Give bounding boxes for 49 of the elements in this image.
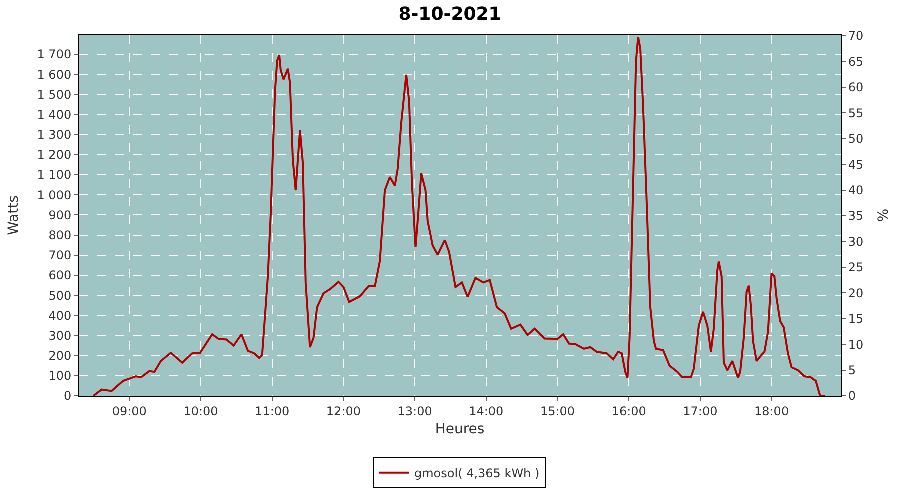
y2-axis-title: % (876, 208, 892, 222)
y2-tick-label: 25 (848, 260, 864, 275)
y2-tick-label: 45 (848, 158, 864, 172)
x-tick-label: 18:00 (754, 404, 790, 418)
y-tick-label: 1 600 (37, 68, 72, 82)
x-tick-label: 17:00 (683, 404, 718, 418)
y-tick-label: 800 (48, 228, 72, 242)
y2-tick-label: 40 (848, 184, 864, 198)
chart-title: 8-10-2021 (398, 4, 502, 26)
y-tick-label: 1 700 (37, 48, 72, 62)
line-series (92, 36, 826, 396)
y-tick-label: 100 (48, 369, 72, 384)
y-tick-label: 0 (64, 389, 72, 404)
y-tick-label: 600 (48, 268, 72, 283)
y2-tick-label: 0 (848, 389, 856, 404)
y-tick-label: 500 (48, 288, 72, 303)
legend-label: gmosol( 4,365 kWh ) (414, 466, 540, 481)
x-tick-label: 13:00 (398, 404, 432, 418)
x-tick-label: 16:00 (612, 404, 646, 418)
y-tick-label: 1 100 (37, 168, 72, 182)
y2-tick-label: 65 (848, 54, 864, 69)
x-tick-label: 10:00 (184, 404, 218, 418)
y2-tick-label: 30 (848, 234, 864, 249)
y2-tick-label: 70 (848, 29, 864, 44)
y-tick-label: 700 (48, 248, 72, 263)
x-tick-label: 09:00 (112, 404, 147, 418)
y-tick-label: 1 500 (37, 88, 72, 102)
y2-tick-label: 55 (848, 106, 864, 120)
y-tick-label: 1 400 (37, 108, 72, 122)
x-tick-label: 11:00 (255, 404, 290, 418)
y-tick-label: 1 300 (37, 128, 72, 142)
y-tick-label: 1 200 (37, 148, 72, 162)
y2-tick-label: 35 (848, 209, 864, 224)
y2-tick-label: 60 (848, 80, 864, 95)
x-tick-label: 15:00 (540, 404, 576, 418)
y-tick-label: 1 000 (37, 188, 72, 202)
y2-tick-label: 50 (848, 132, 864, 146)
y-tick-label: 200 (48, 349, 72, 364)
x-tick-label: 12:00 (326, 404, 361, 418)
y-axis-title: Watts (6, 196, 22, 236)
y-tick-label: 900 (48, 208, 72, 222)
y-tick-label: 300 (48, 328, 72, 343)
y2-tick-label: 5 (848, 363, 856, 378)
x-axis-title: Heures (435, 422, 485, 438)
y2-tick-label: 20 (848, 286, 864, 300)
y2-tick-label: 10 (848, 338, 864, 352)
y-tick-label: 400 (48, 308, 72, 323)
y2-tick-label: 15 (848, 312, 864, 326)
x-tick-label: 14:00 (469, 404, 504, 418)
